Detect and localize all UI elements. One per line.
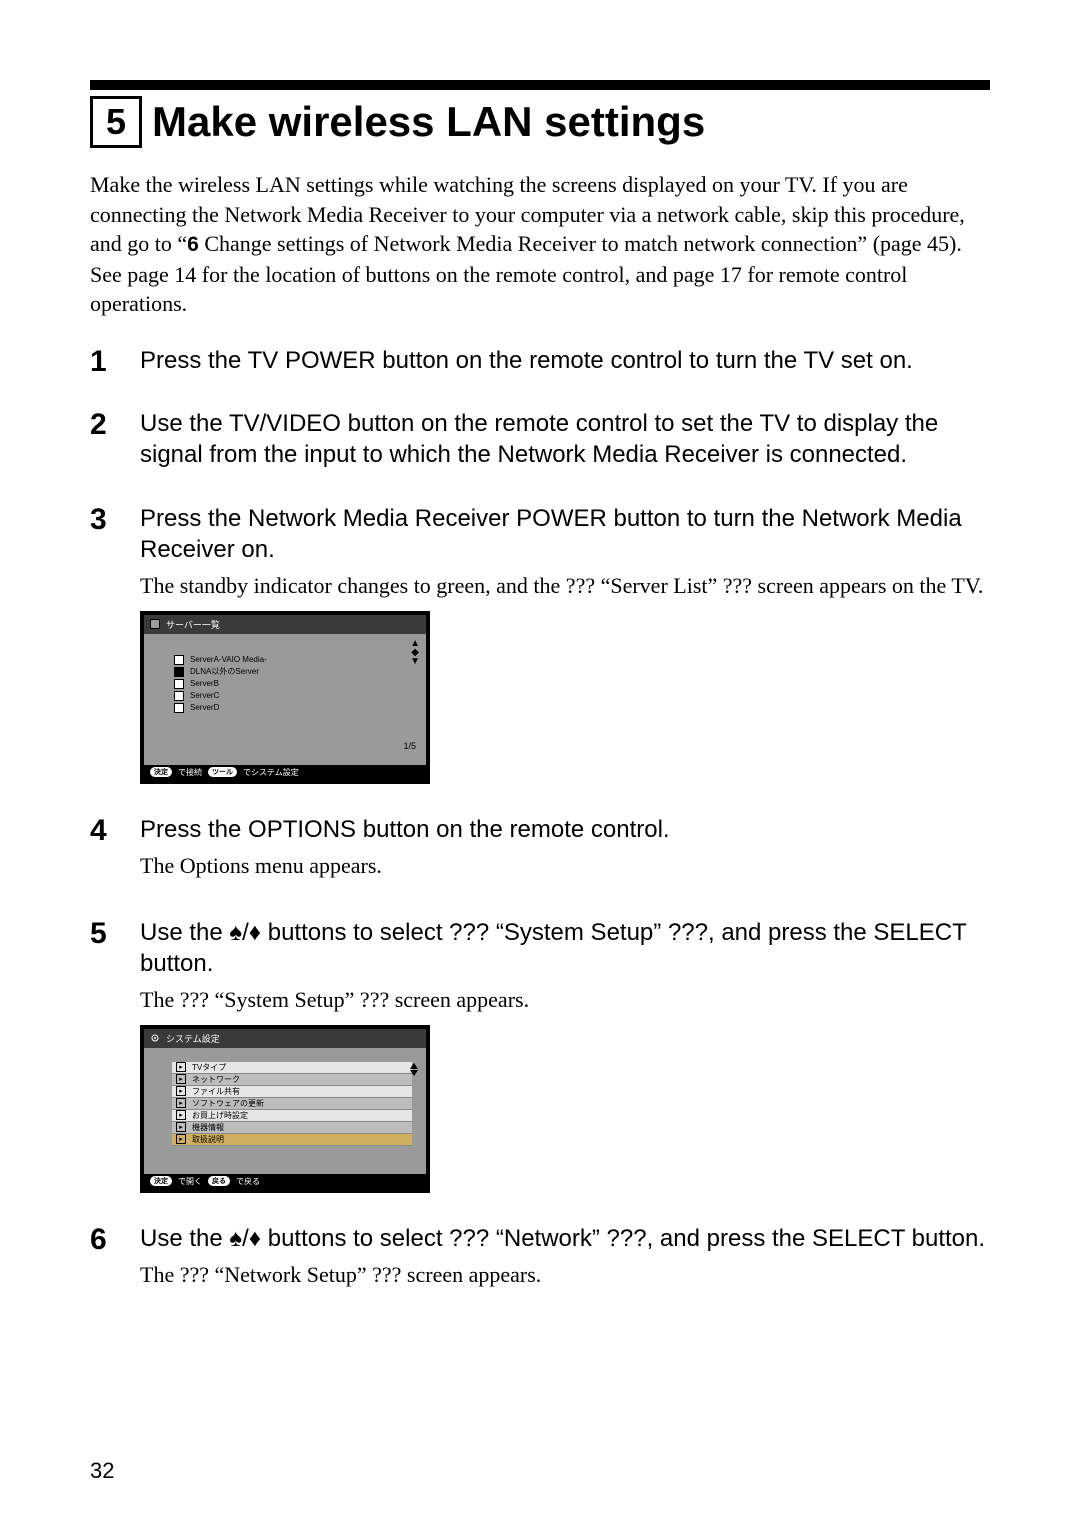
steps-list: Press the TV POWER button on the remote … — [90, 345, 990, 1299]
tv1-item-0: ServerA-VAIO Media- — [190, 654, 267, 666]
page-number: 32 — [90, 1458, 114, 1484]
step-3-sub: The standby indicator changes to green, … — [140, 571, 990, 601]
step-1: Press the TV POWER button on the remote … — [90, 345, 990, 382]
step-6-sub: The ??? “Network Setup” ??? screen appea… — [140, 1260, 990, 1290]
manual-page: 5 Make wireless LAN settings Make the wi… — [0, 0, 1080, 1534]
tv1-item-1: DLNA以外のServer — [190, 666, 259, 678]
tv1-item-3: ServerC — [190, 690, 219, 702]
intro-bold: 6 — [187, 233, 199, 256]
up-down-arrows-icon: ♠/♦ — [229, 1225, 261, 1252]
tv1-list: ServerA-VAIO Media- DLNA以外のServer Server… — [144, 634, 426, 720]
tv2-pill2: 戻る — [208, 1176, 230, 1186]
tv1-scroll-icon: ▲◆▼ — [410, 639, 420, 666]
tv2-footer: 決定 で開く 戻る で戻る — [144, 1174, 426, 1189]
step-2-text: Use the TV/VIDEO button on the remote co… — [140, 408, 990, 470]
tv2-item-6: 取扱説明 — [192, 1134, 224, 1145]
tv2-title: システム設定 — [166, 1032, 220, 1045]
tv2-ft2: で戻る — [236, 1176, 260, 1187]
tv1-pill2: ツール — [208, 767, 237, 777]
tv2-list: ▸TVタイプ ▸ネットワーク ▸ファイル共有 ▸ソフトウェアの更新 ▸お買上げ時… — [144, 1048, 426, 1174]
tv2-item-2: ファイル共有 — [192, 1086, 240, 1097]
step-4-text: Press the OPTIONS button on the remote c… — [140, 814, 990, 845]
step-2: Use the TV/VIDEO button on the remote co… — [90, 408, 990, 476]
tv1-ft2: でシステム設定 — [243, 767, 299, 778]
step-6-text: Use the ♠/♦ buttons to select ??? “Netwo… — [140, 1223, 990, 1254]
tv1-ft1: で接続 — [178, 767, 202, 778]
tv1-item-4: ServerD — [190, 702, 219, 714]
server-list-screenshot: サーバー一覧 ServerA-VAIO Media- DLNA以外のServer… — [140, 611, 430, 784]
tv2-item-5: 機器情報 — [192, 1122, 224, 1133]
tv2-item-3: ソフトウェアの更新 — [192, 1098, 264, 1109]
tv1-footer: 決定 で接続 ツール でシステム設定 — [144, 765, 426, 780]
tv2-item-4: お買上げ時設定 — [192, 1110, 248, 1121]
tv2-ft1: で開く — [178, 1176, 202, 1187]
tv2-pill1: 決定 — [150, 1176, 172, 1186]
tv1-item-2: ServerB — [190, 678, 219, 690]
step-3-text: Press the Network Media Receiver POWER b… — [140, 503, 990, 565]
step-6: Use the ♠/♦ buttons to select ??? “Netwo… — [90, 1223, 990, 1300]
step-5-text: Use the ♠/♦ buttons to select ??? “Syste… — [140, 917, 990, 979]
tv2-item-0: TVタイプ — [192, 1062, 226, 1073]
tv2-item-1: ネットワーク — [192, 1074, 240, 1085]
section-title: 5 Make wireless LAN settings — [90, 96, 990, 148]
tv2-titlebar: システム設定 — [144, 1029, 426, 1048]
tv1-title: サーバー一覧 — [166, 618, 220, 631]
system-setup-screenshot: システム設定 ▸TVタイプ ▸ネットワーク ▸ファイル共有 ▸ソフトウェアの更新… — [140, 1025, 430, 1193]
step-4: Press the OPTIONS button on the remote c… — [90, 814, 990, 891]
up-down-arrows-icon: ♠/♦ — [229, 919, 261, 946]
step-1-text: Press the TV POWER button on the remote … — [140, 345, 990, 376]
section-number-box: 5 — [90, 96, 142, 148]
intro-paragraph: Make the wireless LAN settings while wat… — [90, 170, 990, 319]
step-5: Use the ♠/♦ buttons to select ??? “Syste… — [90, 917, 990, 1197]
tv1-titlebar: サーバー一覧 — [144, 615, 426, 634]
step-5-sub: The ??? “System Setup” ??? screen appear… — [140, 985, 990, 1015]
intro-post: Change settings of Network Media Receive… — [90, 231, 962, 316]
step-4-sub: The Options menu appears. — [140, 851, 990, 881]
step-3: Press the Network Media Receiver POWER b… — [90, 503, 990, 788]
tv2-scroll-icon — [410, 1063, 418, 1076]
top-rule — [90, 80, 990, 90]
section-title-text: Make wireless LAN settings — [152, 98, 705, 146]
tv1-pill1: 決定 — [150, 767, 172, 777]
tv1-count: 1/5 — [403, 741, 416, 751]
gear-icon — [150, 1033, 160, 1043]
